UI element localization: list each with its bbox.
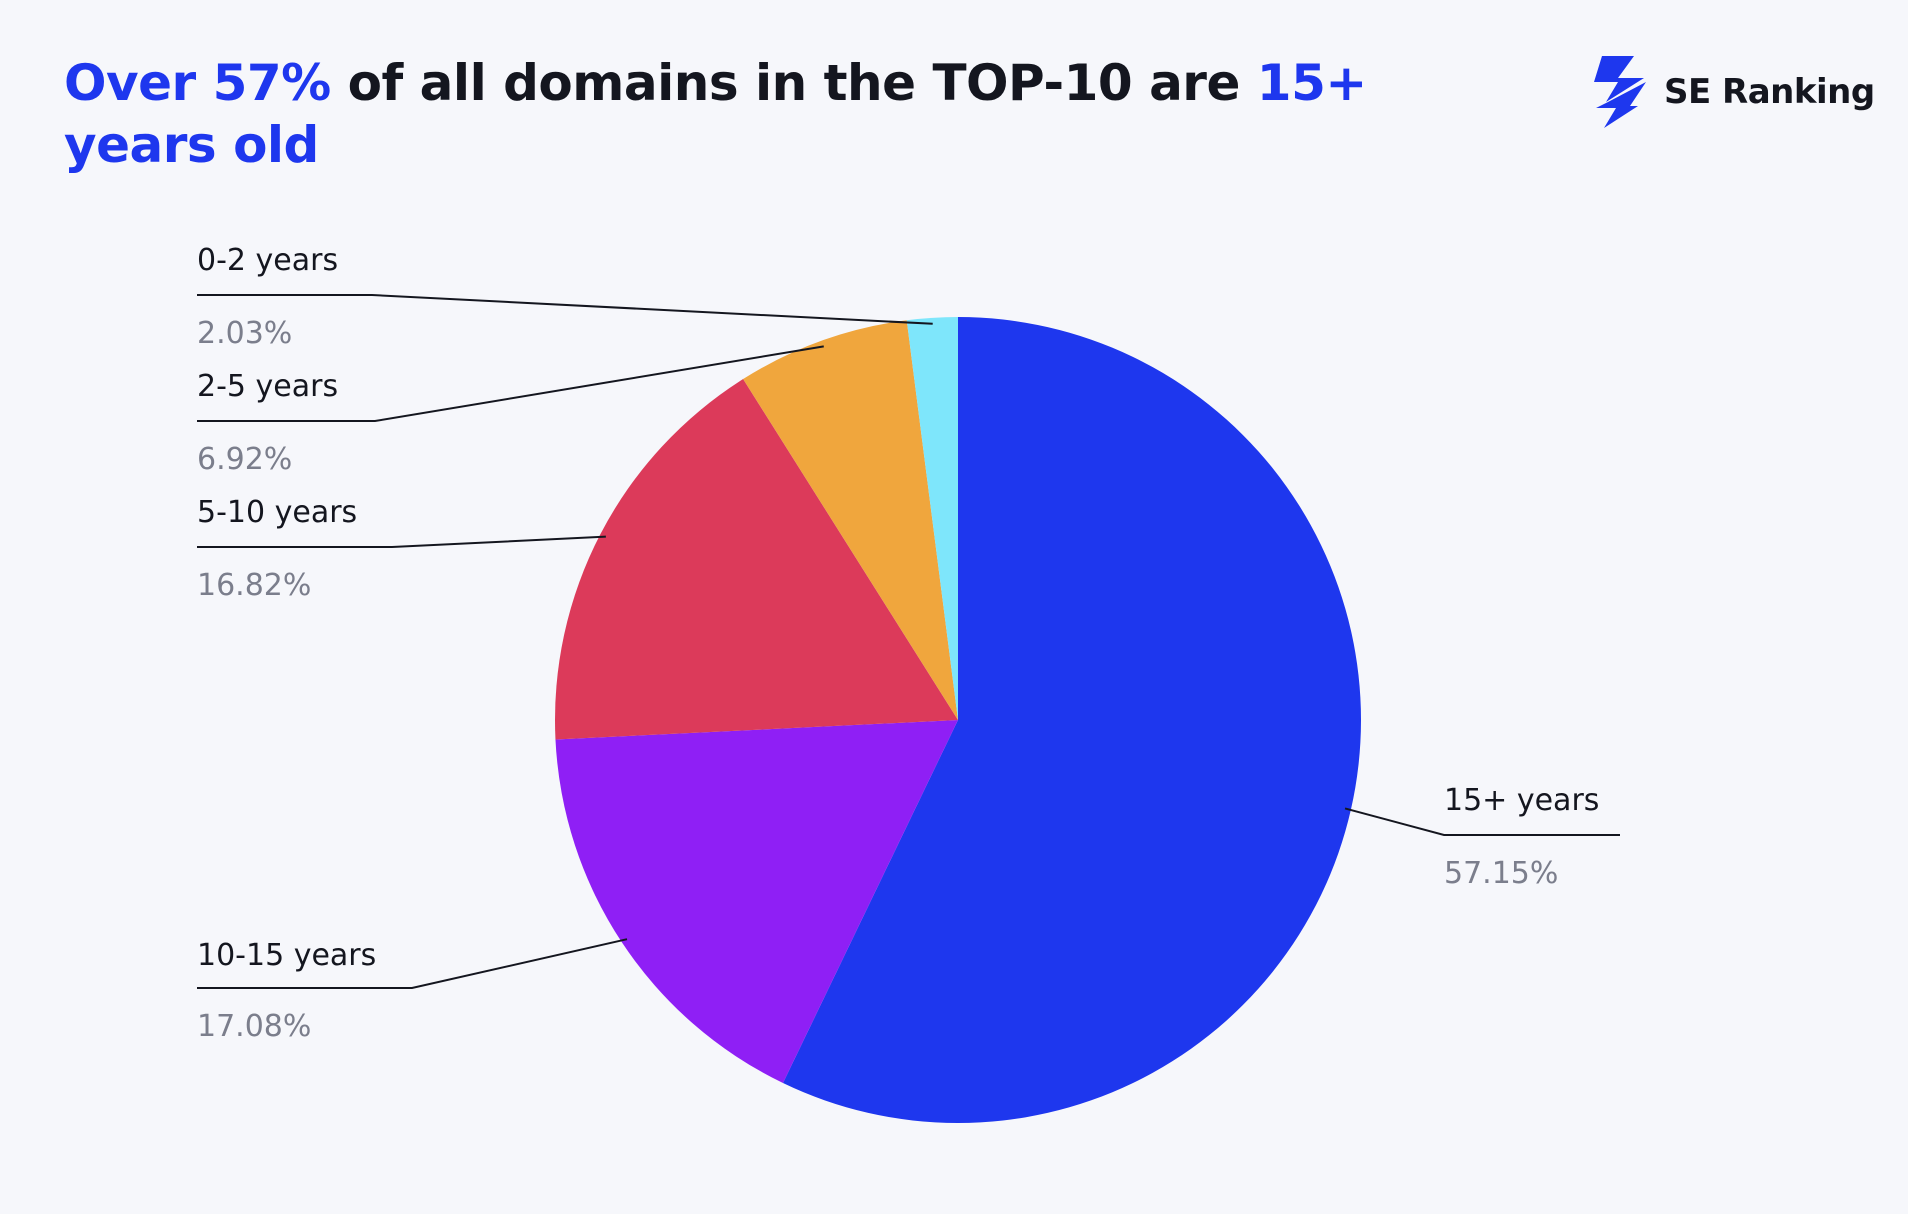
title-part-2: 57%: [212, 54, 332, 112]
leader-line: [197, 535, 606, 548]
brand-logo: SE Ranking: [1588, 56, 1875, 128]
title-part-3: of all domains in the TOP-10 are: [330, 54, 1257, 112]
pie-slice-5-10-years: [554, 379, 958, 740]
slice-label: 15+ years: [1444, 783, 1599, 818]
slice-label: 0-2 years: [197, 243, 338, 278]
leader-line: [197, 938, 628, 989]
pie-slice-0-2-years: [906, 317, 958, 720]
slice-label: 10-15 years: [197, 938, 376, 973]
chart-title: Over 57% of all domains in the TOP-10 ar…: [64, 52, 1524, 176]
slice-label: 2-5 years: [197, 369, 338, 404]
slice-value-label: 16.82%: [197, 568, 311, 603]
title-part-4: 15+ years old: [64, 54, 1367, 174]
brand-name: SE Ranking: [1664, 72, 1875, 112]
se-ranking-logo-icon: [1594, 56, 1646, 128]
leader-line: [197, 345, 824, 422]
slice-value-label: 57.15%: [1444, 856, 1558, 891]
slice-value-label: 2.03%: [197, 316, 292, 351]
slice-label: 5-10 years: [197, 495, 357, 530]
leader-line: [197, 294, 933, 325]
title-part-1: Over: [64, 54, 213, 112]
slice-value-label: 17.08%: [197, 1009, 311, 1044]
pie-slice-2-5-years: [743, 320, 958, 720]
pie-slice-10-15-years: [555, 720, 958, 1084]
pie-slice-15-years: [782, 317, 1361, 1123]
slice-value-label: 6.92%: [197, 442, 292, 477]
leader-line: [1344, 807, 1620, 836]
